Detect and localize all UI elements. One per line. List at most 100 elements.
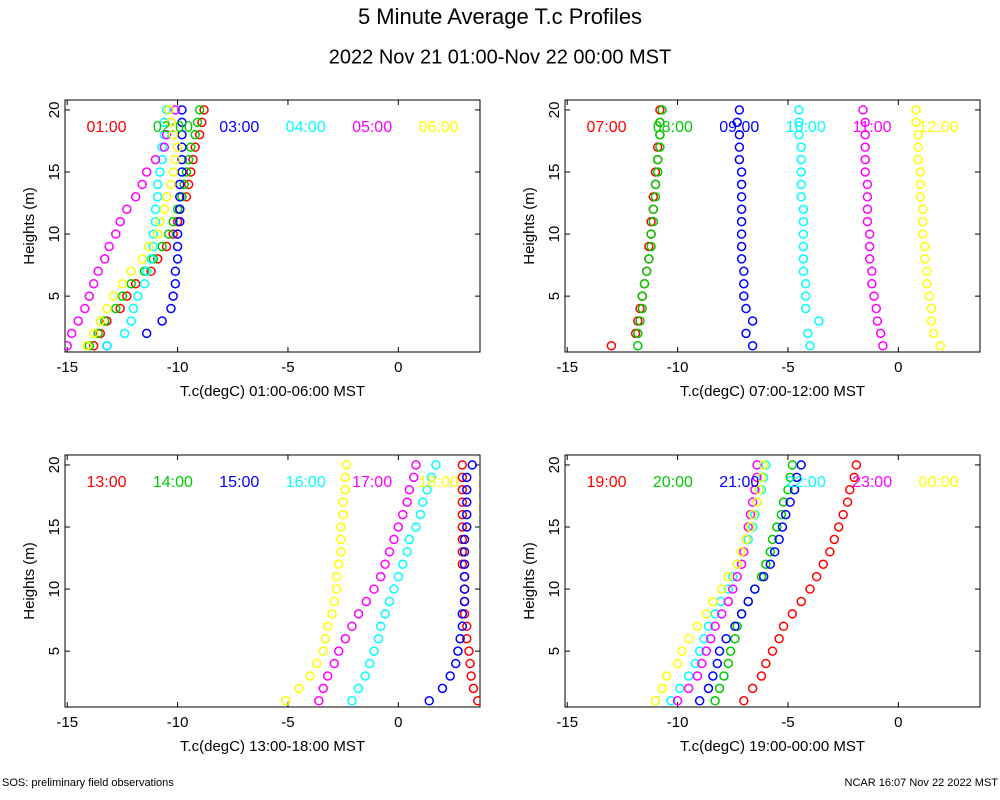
point <box>479 475 480 480</box>
point <box>736 179 747 190</box>
point <box>723 584 734 594</box>
point <box>146 266 156 277</box>
point <box>137 179 148 190</box>
point <box>104 241 114 252</box>
point <box>327 609 337 619</box>
point <box>701 646 712 656</box>
point <box>798 216 809 227</box>
point <box>818 559 829 569</box>
point <box>483 573 491 581</box>
point <box>774 534 784 545</box>
point <box>397 509 408 520</box>
point <box>152 179 163 190</box>
point <box>708 596 718 607</box>
point <box>393 571 404 582</box>
point <box>637 291 648 301</box>
y-axis-label: Heights (m) <box>21 187 38 265</box>
point <box>194 105 205 115</box>
point <box>144 241 154 252</box>
point <box>126 278 136 289</box>
point <box>457 509 468 520</box>
point <box>190 142 200 152</box>
point <box>747 683 758 694</box>
point <box>736 192 747 202</box>
point <box>780 509 791 520</box>
point <box>168 130 178 140</box>
panel: -15 -10 -5 0 5 10 15 20 T.c(degC) 01:00-06:00 MS… <box>21 99 481 400</box>
point <box>798 254 809 264</box>
plot-frame <box>64 99 481 353</box>
legend-label: 12:00 <box>918 119 958 136</box>
point <box>800 278 811 289</box>
point <box>794 117 804 128</box>
point <box>875 328 886 339</box>
point <box>411 460 421 470</box>
point <box>719 671 729 681</box>
point <box>796 142 806 152</box>
footer-right: NCAR 16:07 Nov 22 2022 MST <box>845 777 999 789</box>
point <box>177 154 187 165</box>
point <box>186 142 196 152</box>
point <box>692 621 703 632</box>
point <box>747 509 758 520</box>
legend-label: 15:00 <box>219 474 259 491</box>
x-tick-label: -5 <box>781 714 794 731</box>
point <box>805 341 815 351</box>
point <box>741 303 751 314</box>
point <box>648 204 659 214</box>
point <box>402 547 412 557</box>
point <box>166 117 176 128</box>
point <box>347 621 357 632</box>
point <box>322 621 333 632</box>
point <box>800 303 811 314</box>
point <box>714 683 725 694</box>
figure-subtitle: 2022 Nov 21 01:00-Nov 22 00:00 MST <box>329 46 671 68</box>
point <box>752 497 762 507</box>
point <box>683 633 694 644</box>
point <box>633 341 643 351</box>
point <box>320 633 331 644</box>
legend-label: 11:00 <box>853 119 892 136</box>
x-tick-label: -10 <box>667 359 689 376</box>
point <box>380 609 390 619</box>
point <box>168 167 178 177</box>
point <box>849 472 859 483</box>
point <box>150 154 161 165</box>
point <box>161 130 172 140</box>
point <box>646 241 656 252</box>
point <box>915 179 926 190</box>
point <box>397 559 408 569</box>
point <box>66 328 77 339</box>
point <box>739 278 749 289</box>
point <box>479 537 480 542</box>
x-tick-label: -5 <box>781 359 794 376</box>
point <box>88 341 99 351</box>
point <box>336 534 346 545</box>
x-tick-label: -10 <box>667 714 689 731</box>
point <box>450 658 461 669</box>
legend-label: 21:00 <box>719 474 759 491</box>
point <box>867 278 877 289</box>
point <box>922 278 932 289</box>
point <box>168 216 178 227</box>
point <box>652 167 663 177</box>
point <box>457 621 468 632</box>
point <box>650 696 661 706</box>
point <box>422 485 432 495</box>
point <box>732 117 742 128</box>
point <box>862 216 873 227</box>
point <box>93 266 103 277</box>
point <box>467 460 478 470</box>
point <box>170 105 181 115</box>
point <box>860 154 870 165</box>
panel: -15 -10 -5 0 5 10 15 20 T.c(degC) 19:00-00:00 MS… <box>521 454 981 755</box>
point <box>168 229 178 239</box>
point <box>787 460 798 470</box>
point <box>734 105 745 115</box>
point <box>794 130 804 140</box>
point <box>858 105 868 115</box>
point <box>393 522 404 532</box>
point <box>329 658 340 669</box>
legend-label: 05:00 <box>352 119 392 136</box>
